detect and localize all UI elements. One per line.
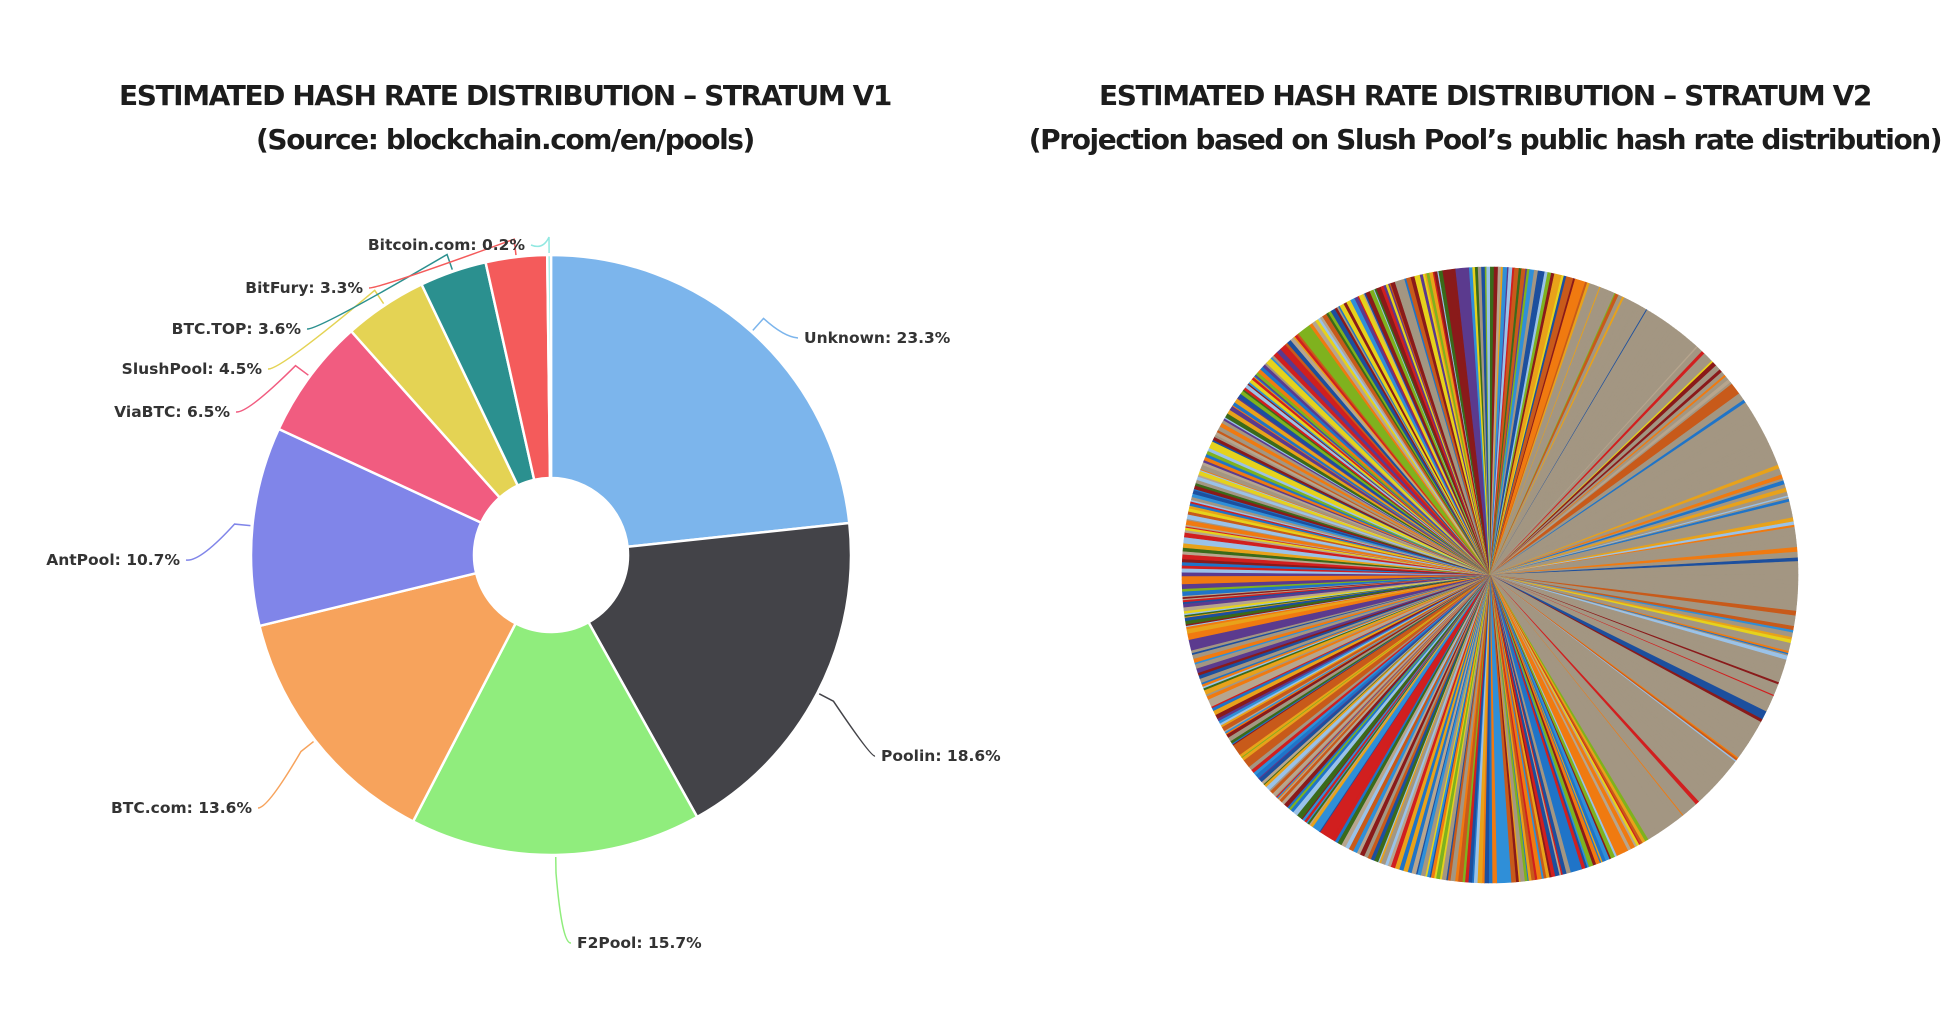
v2-pie-chart — [1181, 266, 1799, 884]
slice-btc-com — [258, 571, 517, 823]
connector-btc-com — [257, 741, 315, 809]
label-btc-top: BTC.TOP: 3.6% — [172, 320, 302, 338]
connector-unknown — [752, 317, 799, 339]
v2-slice — [1472, 267, 1491, 576]
slice-unknown — [549, 253, 851, 549]
label-btc-com: BTC.com: 13.6% — [111, 799, 252, 817]
connector-bitcoin-com — [530, 236, 550, 254]
v2-chart-title-block: ESTIMATED HASH RATE DISTRIBUTION – STRAT… — [1020, 74, 1950, 162]
v2-chart-title: ESTIMATED HASH RATE DISTRIBUTION – STRAT… — [1098, 79, 1872, 112]
v1-donut-chart: Unknown: 23.3% Poolin: 18.6% F2Pool: 15.7%… — [46, 236, 1001, 952]
connector-antpool — [185, 523, 251, 561]
connector-bitfury — [368, 238, 517, 289]
v2-chart-panel: ESTIMATED HASH RATE DISTRIBUTION – STRAT… — [1020, 0, 1950, 1013]
connector-slushpool — [267, 289, 385, 370]
slice-antpool — [249, 427, 483, 628]
connector-f2pool — [554, 856, 572, 944]
v1-chart-panel: ESTIMATED HASH RATE DISTRIBUTION – STRAT… — [0, 74, 1015, 952]
slice-poolin — [587, 521, 853, 819]
label-antpool: AntPool: 10.7% — [46, 551, 180, 569]
connector-btc-top — [306, 253, 453, 330]
v1-chart-title-block: ESTIMATED HASH RATE DISTRIBUTION – STRAT… — [0, 74, 1015, 162]
label-bitfury: BitFury: 3.3% — [245, 279, 363, 297]
label-f2pool: F2Pool: 15.7% — [577, 934, 702, 952]
label-viabtc: ViaBTC: 6.5% — [114, 403, 230, 421]
label-unknown: Unknown: 23.3% — [804, 329, 951, 347]
connector-viabtc — [235, 364, 309, 413]
v2-chart-subtitle: (Projection based on Slush Pool’s public… — [1028, 123, 1943, 156]
v1-chart-subtitle: (Source: blockchain.com/en/pools) — [256, 123, 755, 156]
slice-bitcoin-com — [545, 253, 553, 480]
label-bitcoin-com: Bitcoin.com: 0.2% — [368, 236, 526, 254]
connector-poolin — [818, 693, 876, 757]
label-poolin: Poolin: 18.6% — [881, 747, 1001, 765]
v1-chart-title: ESTIMATED HASH RATE DISTRIBUTION – STRAT… — [118, 79, 892, 112]
label-slushpool: SlushPool: 4.5% — [122, 360, 263, 378]
slice-f2pool — [411, 620, 699, 857]
